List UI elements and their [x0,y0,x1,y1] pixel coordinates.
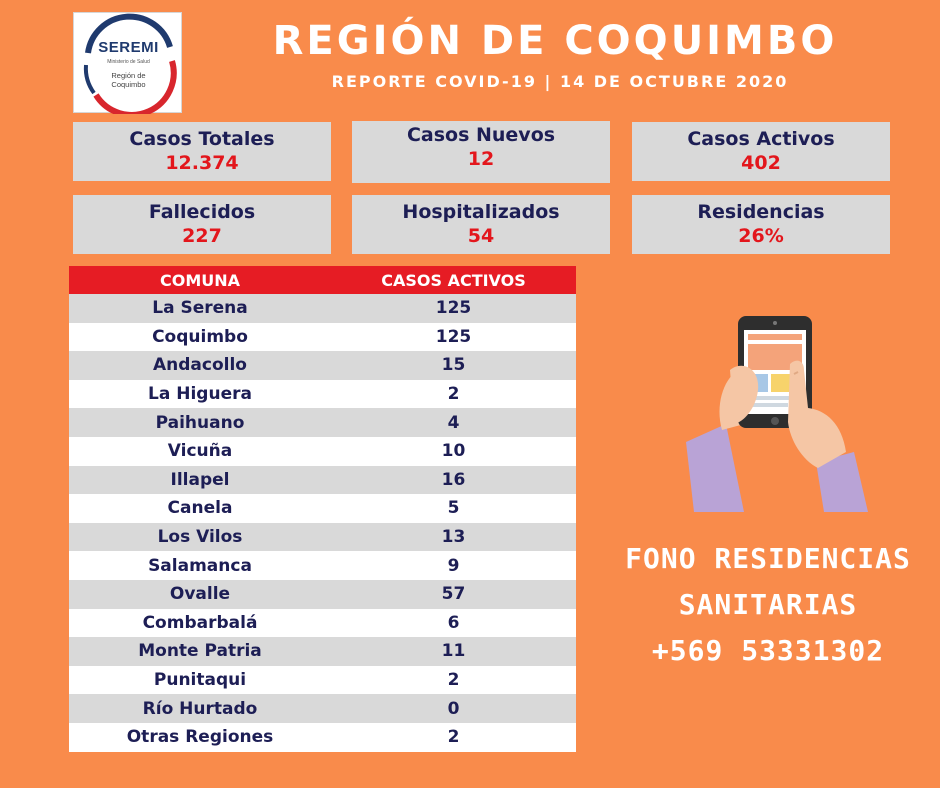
stat-casos-activos: Casos Activos 402 [632,122,890,181]
cell-comuna: Río Hurtado [142,698,258,719]
cell-casos: 16 [441,469,466,490]
comuna-table: COMUNA CASOS ACTIVOS La Serena 125 Coquim… [69,266,576,752]
table-row: Punitaqui 2 [69,665,576,695]
logo-ministry: Ministerio de Salud [107,59,150,65]
fono-line2: SANITARIAS [678,588,858,621]
logo-ring-icon [83,13,177,114]
cell-comuna: Otras Regiones [126,727,274,748]
fono-residencias: FONO RESIDENCIAS SANITARIAS +569 5333130… [598,536,938,674]
stat-value: 12 [467,148,495,170]
logo-region-line1: Región de [111,71,146,80]
table-row: Illapel 16 [69,465,576,495]
cell-comuna: Coquimbo [152,326,248,347]
stat-fallecidos: Fallecidos 227 [73,195,331,254]
stat-label: Casos Nuevos [406,124,556,146]
stat-value: 54 [467,225,495,247]
cell-comuna: La Higuera [148,384,252,405]
cell-comuna: Monte Patria [138,641,262,662]
header-casos-activos: CASOS ACTIVOS [381,270,526,290]
cell-casos: 2 [447,384,460,405]
fono-line1: FONO RESIDENCIAS [625,542,911,575]
cell-casos: 57 [441,584,466,605]
fono-phone-number: +569 53331302 [651,634,885,667]
seremi-logo: SEREMI Ministerio de Salud Región de Coq… [73,12,183,114]
cell-comuna: Combarbalá [142,612,258,633]
table-row: Coquimbo 125 [69,322,576,352]
table-body: La Serena 125 Coquimbo 125 Andacollo 15 La … [69,294,576,752]
table-row: La Higuera 2 [69,379,576,409]
table-row: Ovalle 57 [69,579,576,609]
cell-casos: 5 [447,498,460,519]
cell-casos: 125 [435,326,472,347]
cell-comuna: Illapel [170,469,230,490]
table-row: Andacollo 15 [69,351,576,380]
table-row: Vicuña 10 [69,436,576,466]
cell-comuna: Salamanca [148,555,252,576]
stat-value: 402 [741,152,781,174]
stat-label: Hospitalizados [402,201,560,223]
stat-label: Casos Activos [687,128,835,150]
cell-casos: 6 [447,612,460,633]
table-row: Combarbalá 6 [69,608,576,638]
cell-comuna: Canela [167,498,233,519]
page-title: REGIÓN DE COQUIMBO [272,18,838,64]
cell-casos: 9 [447,555,460,576]
table-row: Monte Patria 11 [69,637,576,666]
table-row: Río Hurtado 0 [69,694,576,723]
cell-comuna: Vicuña [167,441,233,462]
cell-casos: 2 [447,727,460,748]
page-subtitle: REPORTE COVID-19 | 14 DE OCTUBRE 2020 [331,72,789,91]
cell-casos: 0 [447,698,460,719]
logo-region-line2: Coquimbo [111,80,146,89]
cell-comuna: Punitaqui [153,670,247,691]
logo-title: SEREMI [98,39,159,56]
stat-label: Fallecidos [148,201,256,223]
stat-casos-nuevos: Casos Nuevos 12 [352,121,610,183]
cell-comuna: Ovalle [169,584,231,605]
hand-holding-smartphone-icon [686,312,876,521]
stat-value: 26% [738,225,784,247]
stat-value: 227 [182,225,222,247]
cell-casos: 10 [441,441,466,462]
table-row: Paihuano 4 [69,408,576,437]
cell-casos: 11 [441,641,466,662]
cell-casos: 125 [435,298,472,319]
cell-casos: 4 [447,412,460,433]
table-row: Los Vilos 13 [69,522,576,552]
stat-value: 12.374 [165,152,239,174]
logo-region: Región de Coquimbo [74,71,183,89]
table-row: Otras Regiones 2 [69,722,576,752]
cell-comuna: Los Vilos [157,527,243,548]
cell-comuna: La Serena [152,298,248,319]
stat-casos-totales: Casos Totales 12.374 [73,122,331,181]
cell-casos: 15 [441,355,466,376]
table-row: La Serena 125 [69,294,576,323]
cell-comuna: Andacollo [153,355,247,376]
cell-casos: 2 [447,670,460,691]
stat-hospitalizados: Hospitalizados 54 [352,195,610,254]
cell-comuna: Paihuano [155,412,245,433]
stat-residencias: Residencias 26% [632,195,890,254]
header-comuna: COMUNA [159,270,241,290]
table-row: Canela 5 [69,494,576,523]
stat-label: Casos Totales [129,128,275,150]
stat-label: Residencias [697,201,825,223]
table-header: COMUNA CASOS ACTIVOS [69,266,576,294]
table-row: Salamanca 9 [69,551,576,580]
cell-casos: 13 [441,527,466,548]
